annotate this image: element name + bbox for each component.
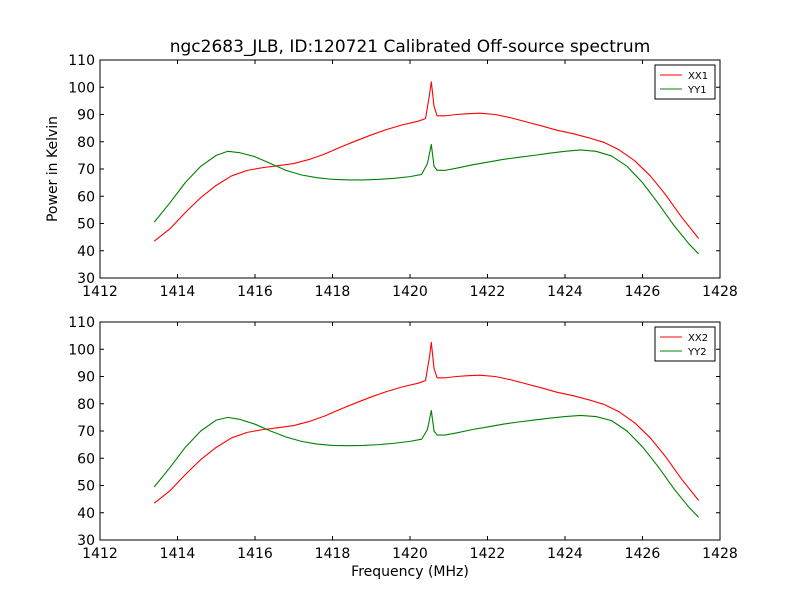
bottom-panel: 1412 1414 1416 1418 1420 1422 1424 1426 1428 30 40… (68, 315, 738, 562)
y-tick-label: 40 (77, 244, 95, 260)
x-tick-label: 1422 (470, 284, 506, 300)
y-tick-label: 100 (68, 80, 95, 96)
y-tick-label: 70 (77, 162, 95, 178)
y-tick-label: 80 (77, 397, 95, 413)
series-line-yy1 (153, 143, 700, 255)
x-tick-label: 1414 (160, 546, 196, 562)
legend-label-xx2: XX2 (688, 333, 708, 344)
x-tick-label: 1416 (237, 284, 273, 300)
x-axis-label: Frequency (MHz) (351, 564, 469, 580)
legend-box (654, 326, 716, 362)
x-tick-label: 1422 (470, 546, 506, 562)
x-tick-label: 1428 (702, 284, 738, 300)
x-tick-label: 1426 (625, 284, 661, 300)
top-panel: 1412 1414 1416 1418 1420 1422 1424 1426 1428 30 40… (68, 53, 738, 300)
x-tick-label: 1418 (315, 284, 351, 300)
y-axis-label: Power in Kelvin (45, 116, 61, 222)
x-tick-label: 1412 (82, 546, 118, 562)
x-tick-label: 1420 (392, 284, 428, 300)
y-tick-label: 40 (77, 506, 95, 522)
y-tick-label: 50 (77, 479, 95, 495)
x-tick-label: 1424 (547, 546, 583, 562)
y-tick-label: 60 (77, 451, 95, 467)
series-line-yy2 (153, 410, 700, 518)
series-line-xx2 (153, 341, 700, 504)
legend-label-yy2: YY2 (687, 347, 707, 358)
y-tick-label: 90 (77, 370, 95, 386)
x-tick-label: 1428 (702, 546, 738, 562)
chart-title: ngc2683_JLB, ID:120721 Calibrated Off-so… (170, 37, 651, 57)
x-tick-label: 1418 (315, 546, 351, 562)
x-tick-label: 1414 (160, 284, 196, 300)
y-tick-label: 110 (68, 53, 95, 69)
legend-label-yy1: YY1 (687, 85, 707, 96)
legend-box (654, 64, 716, 100)
x-tick-label: 1412 (82, 284, 118, 300)
y-tick-label: 30 (77, 533, 95, 549)
x-tick-label: 1416 (237, 546, 273, 562)
series-line-xx1 (153, 81, 700, 242)
y-tick-label: 50 (77, 217, 95, 233)
y-tick-label: 100 (68, 342, 95, 358)
legend-label-xx1: XX1 (688, 71, 708, 82)
y-tick-label: 110 (68, 315, 95, 331)
y-tick-label: 30 (77, 271, 95, 287)
x-tick-label: 1420 (392, 546, 428, 562)
x-tick-label: 1424 (547, 284, 583, 300)
y-tick-label: 90 (77, 108, 95, 124)
y-tick-label: 70 (77, 424, 95, 440)
y-tick-label: 80 (77, 135, 95, 151)
x-tick-label: 1426 (625, 546, 661, 562)
y-tick-label: 60 (77, 189, 95, 205)
